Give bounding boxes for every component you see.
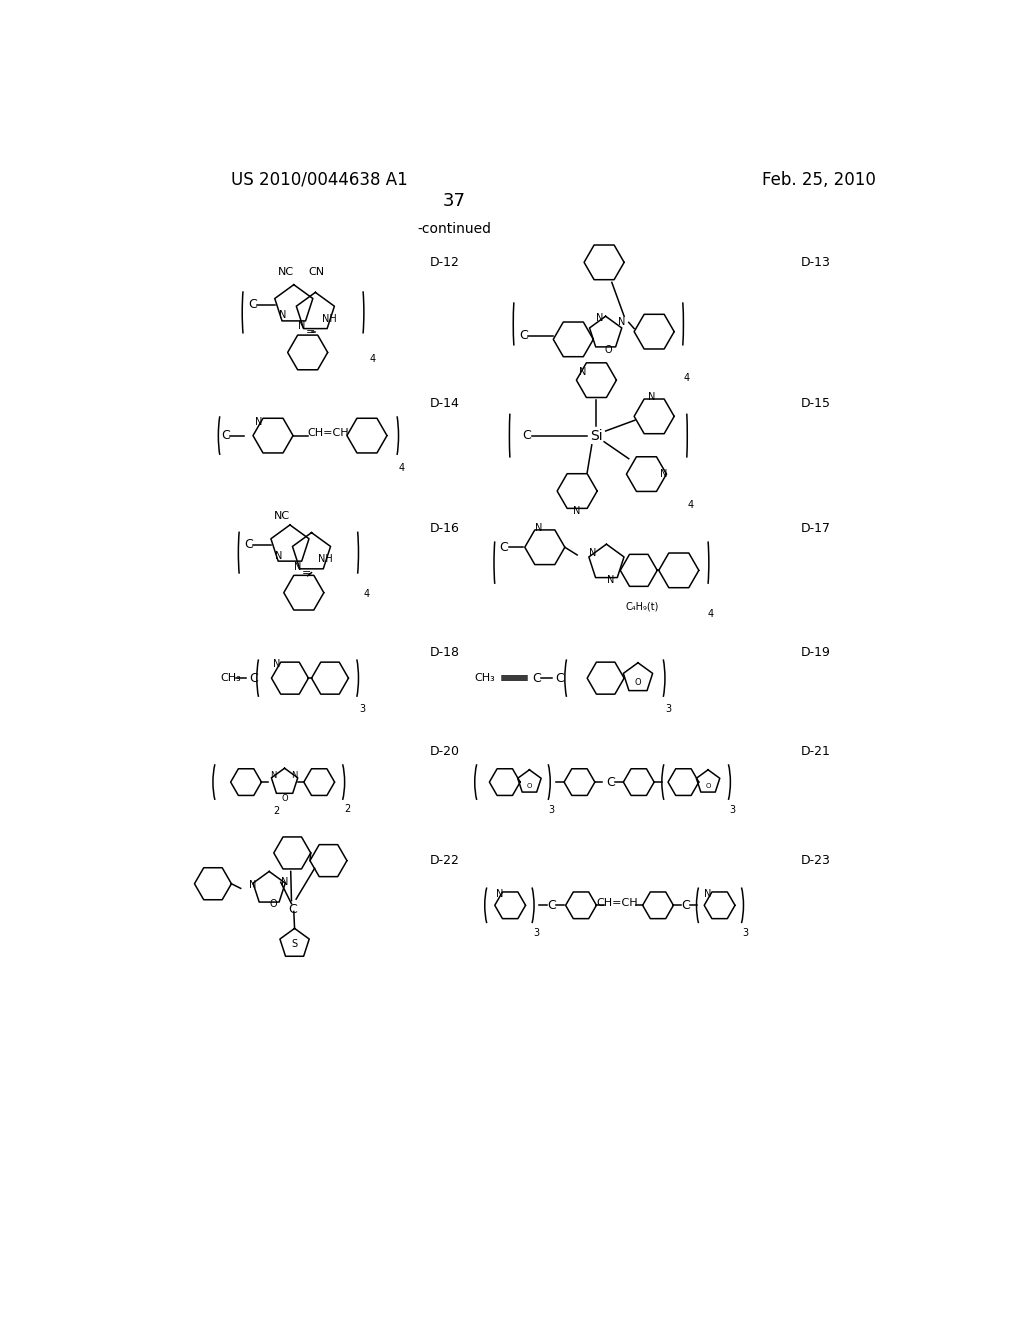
Text: D-23: D-23: [801, 854, 830, 867]
Text: D-19: D-19: [801, 647, 830, 659]
Text: O: O: [635, 678, 641, 688]
Text: 4: 4: [398, 463, 404, 473]
Text: D-14: D-14: [429, 397, 459, 409]
Text: NH: NH: [322, 314, 337, 323]
Text: 37: 37: [442, 191, 466, 210]
Text: C: C: [248, 298, 257, 312]
Text: 4: 4: [370, 354, 376, 363]
Text: N: N: [606, 574, 614, 585]
Text: 3: 3: [742, 928, 749, 939]
Text: 2: 2: [345, 804, 351, 814]
Text: =: =: [306, 327, 315, 338]
Text: 3: 3: [730, 805, 736, 814]
Text: CH₃: CH₃: [474, 673, 496, 684]
Text: N: N: [648, 392, 655, 403]
Text: N: N: [298, 321, 305, 331]
Text: 2: 2: [273, 807, 280, 816]
Text: N: N: [660, 469, 668, 479]
Text: 3: 3: [666, 704, 672, 714]
Text: N: N: [249, 879, 256, 890]
Text: 4: 4: [683, 372, 689, 383]
Text: N: N: [618, 317, 626, 327]
Text: D-22: D-22: [429, 854, 459, 867]
Text: N: N: [294, 561, 301, 572]
Text: -continued: -continued: [417, 222, 490, 236]
Text: S: S: [292, 939, 298, 949]
Text: D-18: D-18: [429, 647, 460, 659]
Text: N: N: [579, 367, 586, 378]
Text: NC: NC: [279, 268, 294, 277]
Text: N: N: [596, 313, 603, 323]
Text: O: O: [270, 899, 278, 908]
Text: Si: Si: [590, 429, 603, 442]
Text: N: N: [269, 771, 276, 780]
Text: C: C: [519, 329, 527, 342]
Text: N: N: [705, 888, 712, 899]
Text: 3: 3: [534, 928, 540, 939]
Text: D-12: D-12: [429, 256, 459, 269]
Text: C: C: [522, 429, 531, 442]
Text: C: C: [681, 899, 690, 912]
Text: D-21: D-21: [801, 744, 830, 758]
Text: C: C: [532, 672, 541, 685]
Text: 4: 4: [687, 500, 693, 510]
Text: C: C: [606, 776, 614, 788]
Text: C: C: [548, 899, 556, 912]
Text: =: =: [302, 568, 311, 578]
Text: D-17: D-17: [801, 521, 830, 535]
Text: D-13: D-13: [801, 256, 830, 269]
Text: O: O: [604, 345, 611, 355]
Text: N: N: [589, 548, 596, 558]
Text: N: N: [275, 550, 283, 561]
Text: NC: NC: [274, 511, 291, 521]
Text: N: N: [535, 523, 543, 533]
Text: 3: 3: [359, 704, 366, 714]
Text: C: C: [500, 541, 508, 554]
Text: O: O: [706, 783, 711, 789]
Text: C: C: [555, 672, 564, 685]
Text: N: N: [280, 310, 287, 321]
Text: 3: 3: [548, 805, 554, 814]
Text: CH₃: CH₃: [220, 673, 242, 684]
Text: CN: CN: [309, 268, 325, 277]
Text: N: N: [573, 506, 581, 516]
Text: C: C: [250, 672, 258, 685]
Text: US 2010/0044638 A1: US 2010/0044638 A1: [230, 172, 408, 189]
Text: C: C: [221, 429, 229, 442]
Text: CH=CH: CH=CH: [596, 898, 638, 908]
Text: N: N: [497, 888, 504, 899]
Text: C: C: [244, 539, 253, 552]
Text: N: N: [255, 417, 263, 426]
Text: O: O: [282, 793, 288, 803]
Text: 4: 4: [708, 610, 714, 619]
Text: CH=CH: CH=CH: [307, 428, 349, 438]
Text: D-20: D-20: [429, 744, 460, 758]
Text: N: N: [292, 771, 298, 780]
Text: C: C: [289, 903, 297, 916]
Text: D-15: D-15: [801, 397, 830, 409]
Text: N: N: [273, 659, 281, 669]
Text: N: N: [281, 878, 288, 887]
Text: D-16: D-16: [429, 521, 459, 535]
Text: NH: NH: [318, 554, 333, 564]
Text: C₄H₉(t): C₄H₉(t): [626, 602, 659, 611]
Text: 4: 4: [364, 589, 370, 599]
Text: O: O: [526, 783, 532, 789]
Text: Feb. 25, 2010: Feb. 25, 2010: [762, 172, 876, 189]
